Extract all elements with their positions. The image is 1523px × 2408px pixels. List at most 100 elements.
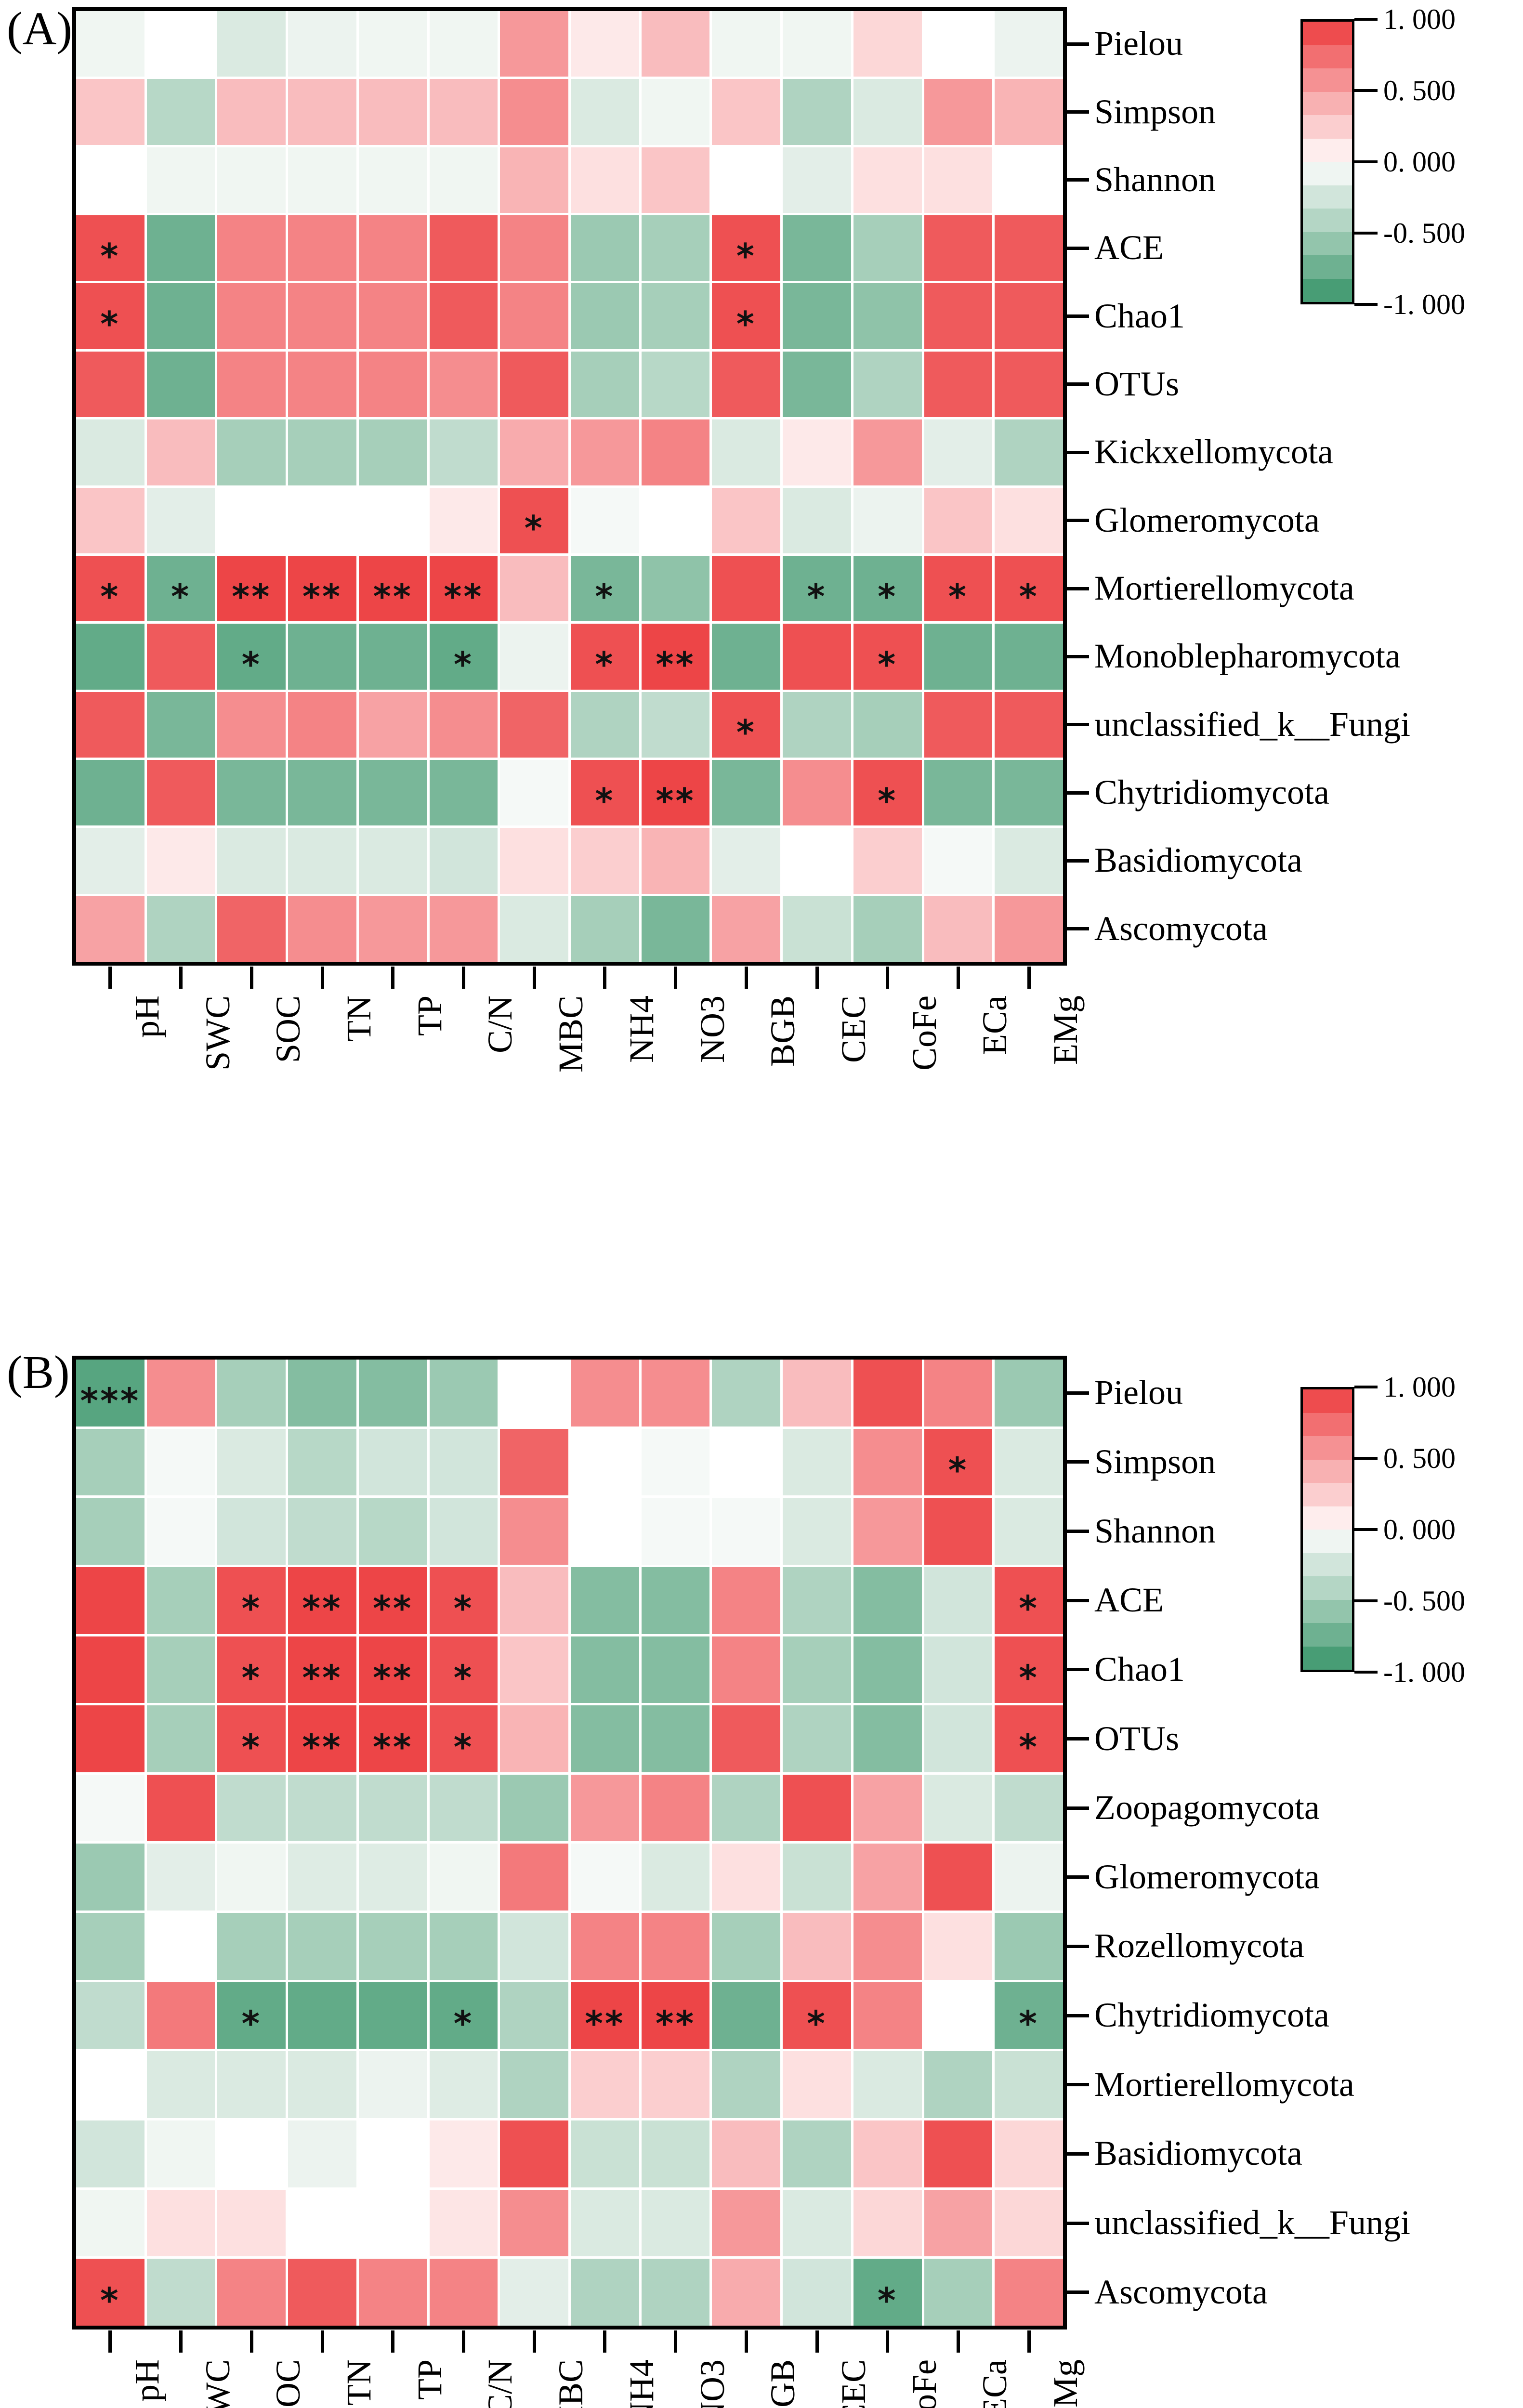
heatmap-cell (853, 2189, 922, 2257)
heatmap-cell: * (995, 1567, 1063, 1634)
heatmap-cell (146, 1705, 215, 1772)
heatmap-cell (76, 2189, 144, 2257)
heatmap-cell: * (429, 1636, 498, 1703)
heatmap-cell (783, 147, 851, 213)
heatmap-cell (146, 759, 215, 826)
heatmap-cell (924, 2120, 993, 2187)
heatmap-cell (146, 1982, 215, 2049)
col-tick (391, 2330, 394, 2353)
heatmap-cell: * (995, 555, 1063, 622)
col-label: SWC (198, 2359, 237, 2408)
legend-tick-label: 0. 500 (1383, 1442, 1456, 1474)
heatmap-cell (995, 624, 1063, 690)
heatmap-cell: * (995, 1705, 1063, 1772)
legend-tick (1354, 1457, 1378, 1460)
legend-tick-label: -0. 500 (1383, 1585, 1465, 1617)
significance-stars: ** (373, 1588, 413, 1629)
heatmap-cell (570, 1567, 639, 1634)
legend-tick-label: 0. 000 (1383, 146, 1456, 178)
colorbar (1300, 1387, 1354, 1672)
heatmap-cell (429, 1428, 498, 1496)
significance-stars: * (595, 576, 615, 616)
col-tick (1027, 2330, 1031, 2353)
row-label: Basidiomycota (1094, 2134, 1302, 2172)
row-label: Mortierellomycota (1094, 569, 1354, 607)
legend-tick-label: -1. 000 (1383, 288, 1465, 320)
colorbar-band (1303, 1413, 1352, 1436)
heatmap-cell (924, 1567, 993, 1634)
heatmap-cell (641, 555, 710, 622)
col-tick (179, 2330, 183, 2353)
heatmap-cell (429, 2051, 498, 2119)
row-tick (1067, 1460, 1089, 1464)
row-tick (1067, 2222, 1089, 2225)
significance-stars: * (878, 780, 898, 821)
heatmap-cell (641, 692, 710, 758)
heatmap-cell (429, 487, 498, 553)
heatmap-cell (570, 692, 639, 758)
heatmap-cell (429, 1498, 498, 1565)
heatmap-cell (76, 1428, 144, 1496)
row-label: Rozellomycota (1094, 1926, 1304, 1965)
col-tick (462, 967, 465, 989)
significance-stars: * (736, 236, 756, 276)
significance-stars: * (1019, 1657, 1039, 1698)
heatmap-cell (641, 2189, 710, 2257)
colorbar-band (1303, 68, 1352, 92)
heatmap-cell (924, 624, 993, 690)
heatmap-cell (358, 624, 427, 690)
heatmap-cell (429, 147, 498, 213)
heatmap-cell: * (429, 624, 498, 690)
heatmap-cell (570, 2051, 639, 2119)
heatmap-cell (217, 1913, 286, 1980)
heatmap-cell (995, 1498, 1063, 1565)
significance-stars: * (736, 712, 756, 753)
heatmap-cell: * (76, 215, 144, 281)
heatmap-cell (146, 487, 215, 553)
heatmap-cell (783, 1844, 851, 1911)
significance-stars: ** (302, 1657, 342, 1698)
heatmap-cell (429, 759, 498, 826)
row-label: Chao1 (1094, 297, 1185, 335)
col-tick (108, 2330, 112, 2353)
heatmap-cell (924, 147, 993, 213)
row-tick (1067, 314, 1089, 318)
colorbar-band (1303, 209, 1352, 232)
heatmap-cell (288, 1844, 356, 1911)
heatmap-cell (429, 2189, 498, 2257)
heatmap-cell: * (76, 2259, 144, 2326)
heatmap-cell (570, 283, 639, 349)
heatmap-cell (995, 1428, 1063, 1496)
heatmap-cell (712, 828, 781, 894)
heatmap-cell (217, 147, 286, 213)
heatmap-cell (570, 1774, 639, 1842)
heatmap-cell: *** (76, 1360, 144, 1426)
heatmap-cell (641, 1913, 710, 1980)
heatmap-cell (358, 1428, 427, 1496)
row-label: Glomeromycota (1094, 1858, 1320, 1896)
heatmap-cell: * (217, 1636, 286, 1703)
heatmap-cell: * (217, 1982, 286, 2049)
row-label: Chao1 (1094, 1650, 1185, 1688)
heatmap-cell (853, 351, 922, 418)
heatmap-cell (288, 11, 356, 77)
row-label: Shannon (1094, 160, 1216, 199)
col-label: pH (128, 2359, 166, 2402)
legend-tick (1354, 303, 1378, 306)
heatmap-cell (712, 896, 781, 962)
heatmap-cell (995, 2120, 1063, 2187)
row-tick (1067, 178, 1089, 182)
heatmap-cell (217, 828, 286, 894)
row-tick (1067, 927, 1089, 930)
heatmap-cell (146, 1636, 215, 1703)
heatmap-cell (712, 1567, 781, 1634)
row-tick (1067, 451, 1089, 454)
heatmap-cell (570, 215, 639, 281)
row-label: Simpson (1094, 92, 1216, 131)
heatmap-cell (995, 79, 1063, 145)
col-label: ECa (975, 2359, 1014, 2408)
row-tick (1067, 791, 1089, 795)
heatmap-cell (500, 555, 568, 622)
colorbar-band (1303, 1389, 1352, 1413)
significance-stars: * (878, 644, 898, 685)
